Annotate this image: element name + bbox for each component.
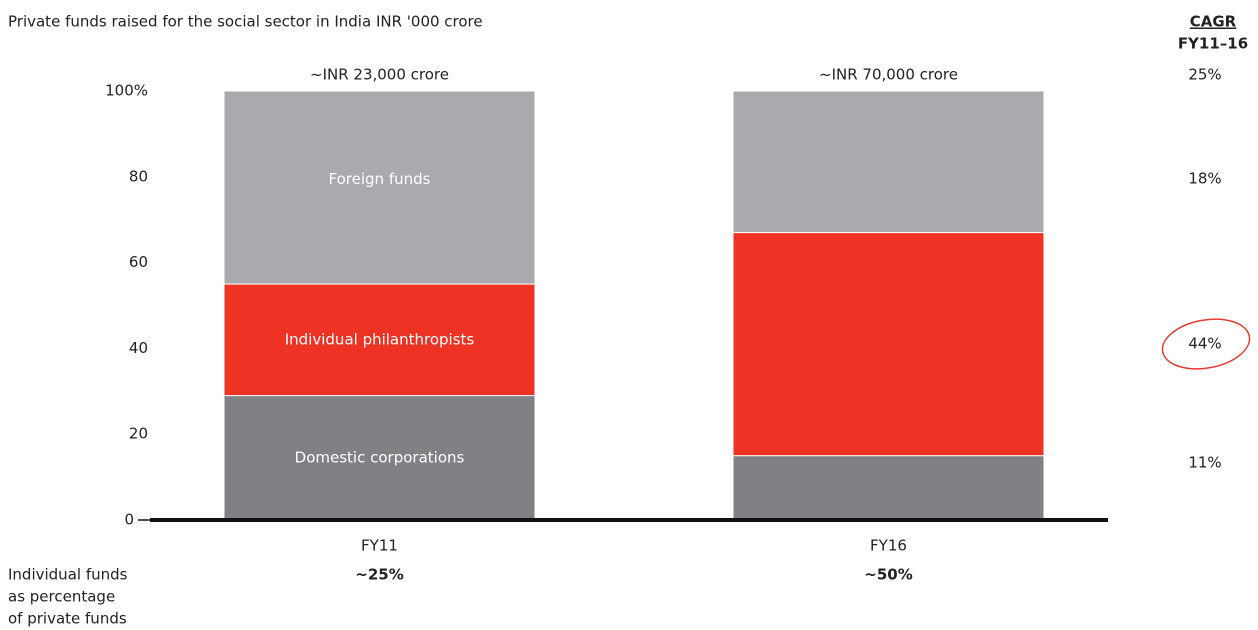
- bar-segment: [223, 90, 536, 285]
- y-tick-label: 60: [129, 253, 148, 271]
- x-tick-label: FY16: [870, 537, 907, 555]
- y-tick-label: 20: [129, 425, 148, 443]
- cagr-label: 18%: [1188, 170, 1221, 188]
- y-tick-label: 40: [129, 339, 148, 357]
- footer-value: ~25%: [355, 566, 403, 584]
- cagr-label: 44%: [1188, 335, 1221, 353]
- y-tick-label: 0: [124, 511, 134, 529]
- y-tick-label: 100%: [105, 82, 148, 100]
- x-tick-label: FY11: [361, 537, 398, 555]
- segment-label: Domestic corporations: [295, 448, 465, 466]
- bar-segment: [223, 283, 536, 397]
- cagr-subtitle: FY11–16: [1178, 35, 1248, 53]
- cagr-label: 25%: [1188, 66, 1221, 84]
- total-label: ~INR 70,000 crore: [819, 66, 958, 84]
- segment-label: Foreign funds: [329, 170, 431, 188]
- chart-title: Private funds raised for the social sect…: [8, 13, 483, 31]
- footer-label: as percentage: [8, 588, 115, 606]
- total-label: ~INR 23,000 crore: [310, 66, 449, 84]
- bar-segment: [732, 455, 1045, 521]
- footer-label: Individual funds: [8, 566, 128, 584]
- segment-label: Individual philanthropists: [285, 330, 475, 348]
- cagr-title: CAGR: [1190, 13, 1237, 31]
- cagr-label: 11%: [1188, 454, 1221, 472]
- bar-segment: [223, 395, 536, 521]
- bar-segment: [732, 90, 1045, 234]
- highlight-circle: [1161, 318, 1251, 370]
- y-tick-label: 80: [129, 167, 148, 185]
- bar-segment: [732, 232, 1045, 457]
- footer-label: of private funds: [8, 610, 127, 628]
- footer-value: ~50%: [864, 566, 912, 584]
